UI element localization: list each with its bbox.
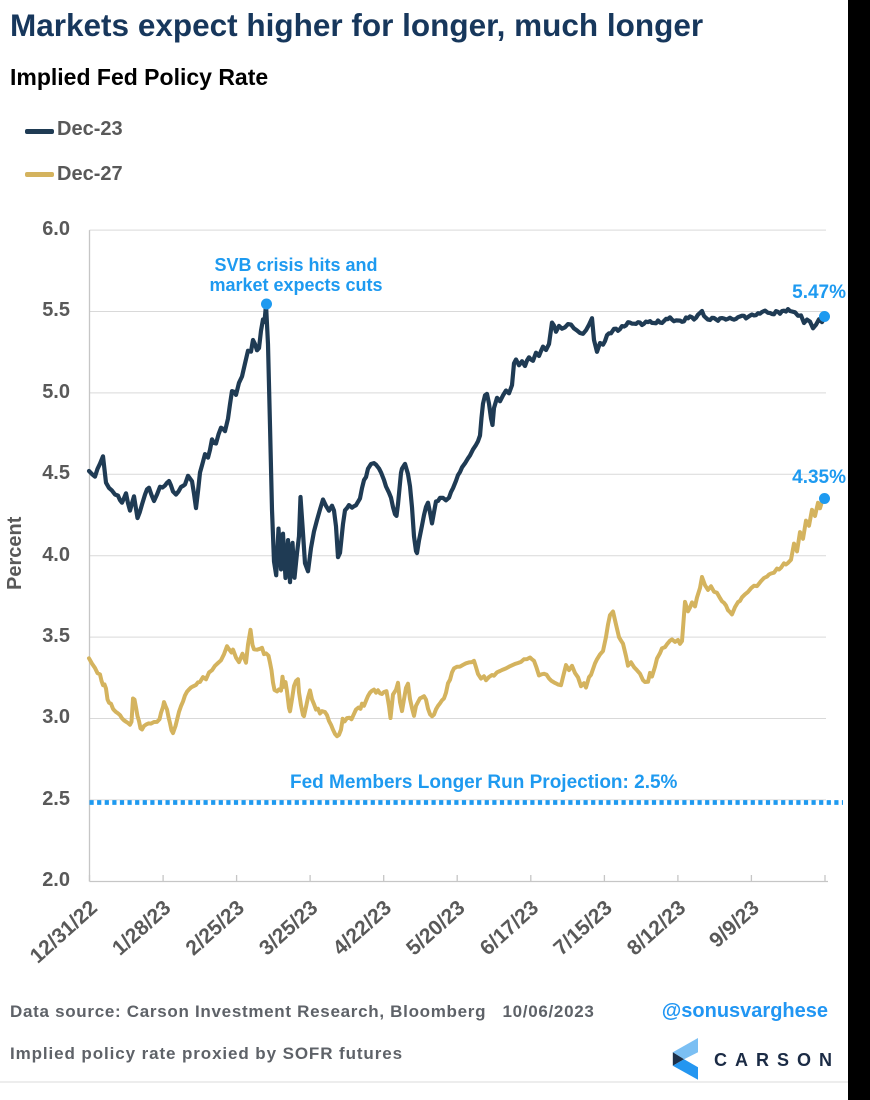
svg-text:1/28/23: 1/28/23 [108, 896, 175, 960]
svg-text:9/9/23: 9/9/23 [705, 896, 764, 952]
svg-text:4/22/23: 4/22/23 [329, 896, 396, 960]
svg-text:12/31/22: 12/31/22 [26, 896, 102, 968]
svg-text:8/12/23: 8/12/23 [623, 896, 690, 960]
svg-text:5/20/23: 5/20/23 [402, 896, 469, 960]
svg-text:7/15/23: 7/15/23 [549, 896, 616, 960]
svg-text:6/17/23: 6/17/23 [476, 896, 543, 960]
svg-text:3/25/23: 3/25/23 [255, 896, 322, 960]
svg-text:2/25/23: 2/25/23 [181, 896, 248, 960]
